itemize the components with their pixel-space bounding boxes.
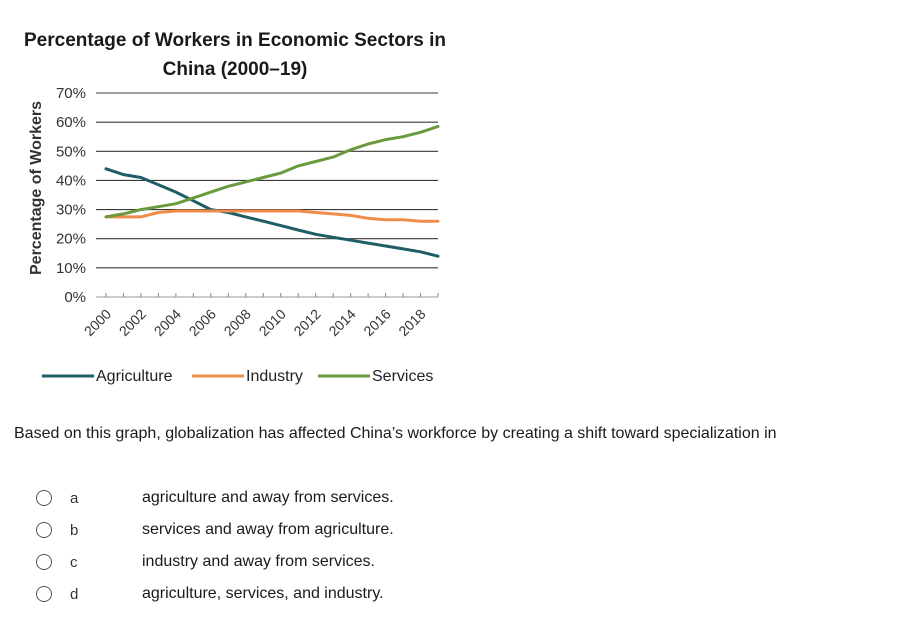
radio-button-a[interactable] xyxy=(36,490,52,506)
option-text: industry and away from services. xyxy=(142,553,375,570)
question-text: Based on this graph, globalization has a… xyxy=(14,425,777,442)
x-tick-label: 2004 xyxy=(151,306,184,339)
option-text: agriculture, services, and industry. xyxy=(142,585,384,602)
series-line-services xyxy=(104,125,440,219)
x-tick-label: 2010 xyxy=(256,306,289,339)
option-letter: b xyxy=(70,521,79,539)
y-tick-label: 50% xyxy=(56,143,86,160)
y-tick-label: 70% xyxy=(56,85,86,102)
x-tick-label: 2008 xyxy=(221,306,254,339)
x-tick-label: 2006 xyxy=(186,306,219,339)
series-line-agriculture xyxy=(104,167,440,258)
y-tick-label: 30% xyxy=(56,202,86,219)
y-tick-label: 40% xyxy=(56,172,86,189)
option-letter: c xyxy=(70,553,78,571)
legend-label-services: Services xyxy=(372,368,433,385)
x-tick-label: 2016 xyxy=(360,306,393,339)
x-tick-label: 2018 xyxy=(395,306,428,339)
y-tick-label: 10% xyxy=(56,260,86,277)
answer-options: a agriculture and away from services. b … xyxy=(36,482,394,610)
x-tick-label: 2002 xyxy=(116,306,149,339)
radio-button-d[interactable] xyxy=(36,586,52,602)
option-d[interactable]: d agriculture, services, and industry. xyxy=(36,578,394,610)
option-c[interactable]: c industry and away from services. xyxy=(36,546,394,578)
y-axis-label: Percentage of Workers xyxy=(28,101,45,275)
x-tick-label: 2000 xyxy=(81,306,114,339)
option-letter: d xyxy=(70,585,79,603)
legend-label-agriculture: Agriculture xyxy=(96,368,173,385)
line-chart: Percentage of Workers 0% 10% 20% 30% 40% 50% 6… xyxy=(28,85,440,385)
y-tick-label: 0% xyxy=(64,289,86,306)
y-tick-label: 60% xyxy=(56,114,86,131)
option-b[interactable]: b services and away from agriculture. xyxy=(36,514,394,546)
y-tick-label: 20% xyxy=(56,231,86,248)
x-tick-label: 2012 xyxy=(290,306,323,339)
option-a[interactable]: a agriculture and away from services. xyxy=(36,482,394,514)
x-tick-label: 2014 xyxy=(325,306,358,339)
option-text: agriculture and away from services. xyxy=(142,489,394,506)
radio-button-b[interactable] xyxy=(36,522,52,538)
option-letter: a xyxy=(70,489,79,507)
chart-title: Percentage of Workers in Economic Sector… xyxy=(24,30,446,80)
option-text: services and away from agriculture. xyxy=(142,521,394,538)
radio-button-c[interactable] xyxy=(36,554,52,570)
series-line-industry xyxy=(104,209,440,223)
legend-label-industry: Industry xyxy=(246,368,303,385)
